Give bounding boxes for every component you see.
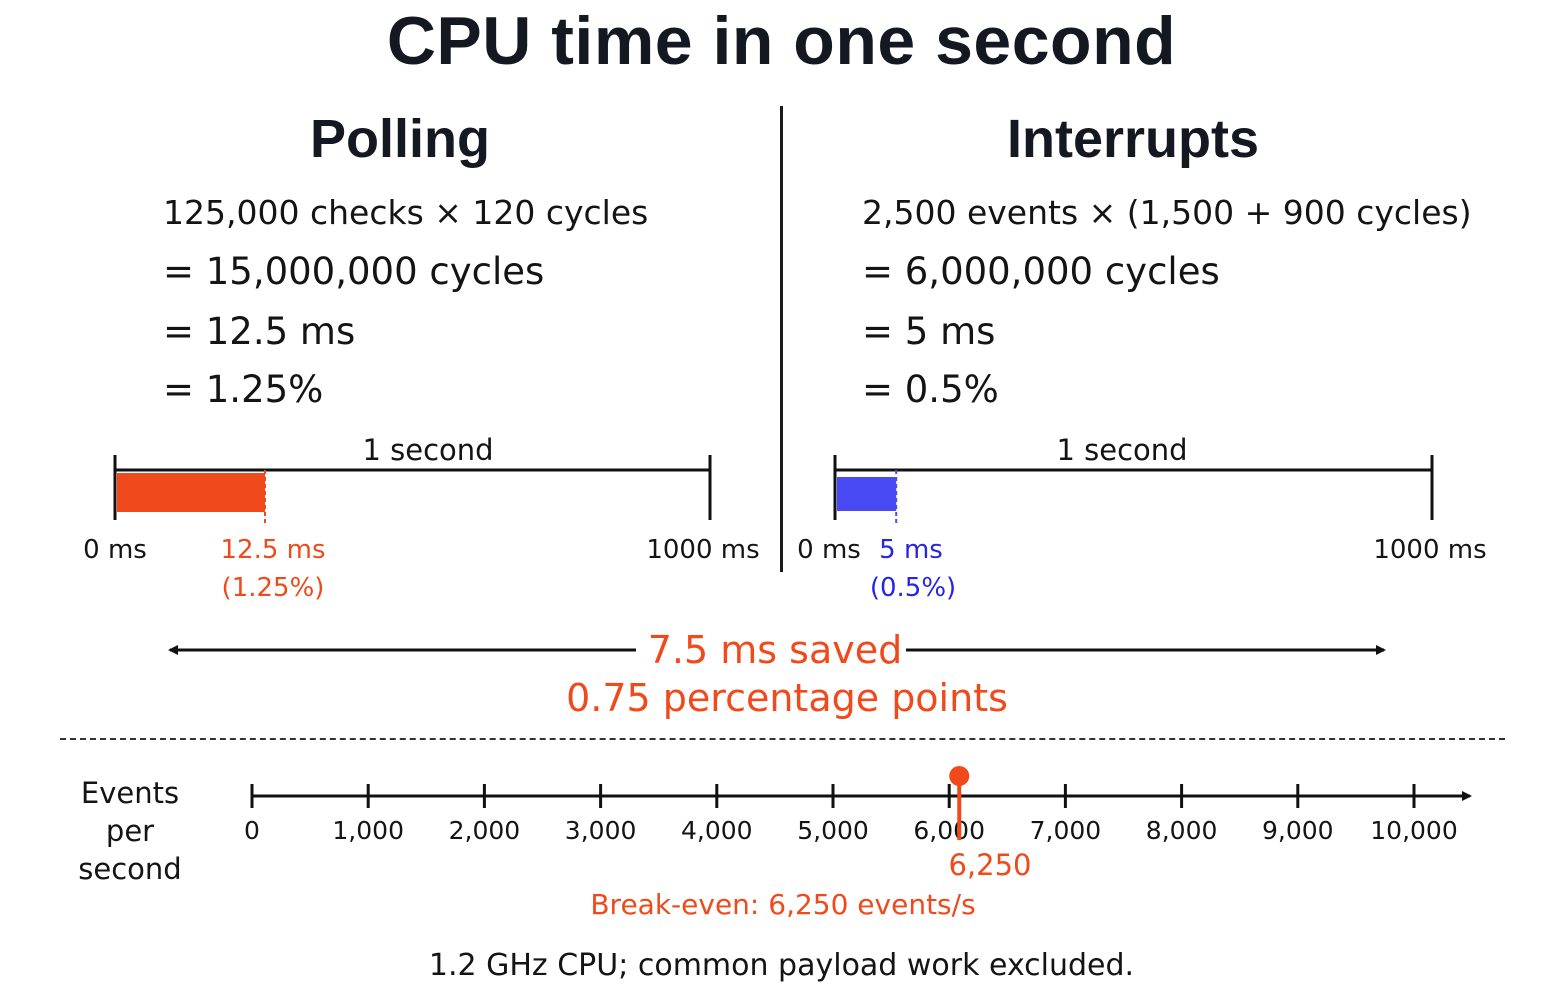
events-axis-ticks bbox=[250, 784, 1416, 808]
events-axis-tick-label: 1,000 bbox=[332, 816, 404, 845]
savings-points-label: 0.75 percentage points bbox=[566, 676, 1008, 720]
interrupts-percent-label: (0.5%) bbox=[869, 573, 957, 603]
events-axis-tick-label: 8,000 bbox=[1145, 816, 1218, 845]
column-divider bbox=[780, 106, 783, 572]
interrupts-formula-line-3: = 5 ms bbox=[862, 310, 996, 353]
interrupts-timeline-start-label: 0 ms bbox=[797, 535, 861, 565]
events-axis-tick-label: 9,000 bbox=[1262, 816, 1334, 845]
polling-formula-line-1: 125,000 checks × 120 cycles bbox=[163, 193, 649, 232]
events-axis-tick-label: 4,000 bbox=[681, 816, 753, 845]
events-axis-title-line-2: per second bbox=[78, 814, 182, 886]
events-axis-title: Events per second bbox=[50, 774, 210, 888]
polling-timeline-start-label: 0 ms bbox=[83, 535, 147, 565]
break-even-label: Break-even: 6,250 events/s bbox=[590, 888, 976, 921]
events-axis-tick-label: 3,000 bbox=[564, 816, 637, 845]
interrupts-formula-line-1: 2,500 events × (1,500 + 900 cycles) bbox=[862, 193, 1472, 232]
polling-percent-label: (1.25%) bbox=[221, 573, 325, 603]
polling-timeline-end-label: 1000 ms bbox=[646, 535, 760, 565]
interrupts-value-label: 5 ms bbox=[879, 535, 943, 565]
break-even-marker-dot bbox=[949, 766, 970, 786]
polling-usage-bar bbox=[117, 473, 265, 512]
page-title: CPU time in one second bbox=[386, 3, 1177, 79]
section-separator bbox=[60, 738, 1505, 740]
interrupts-timeline-end-label: 1000 ms bbox=[1373, 535, 1487, 565]
polling-formula-line-4: = 1.25% bbox=[163, 368, 324, 411]
polling-formula-line-2: = 15,000,000 cycles bbox=[163, 250, 545, 293]
interrupts-formula-line-4: = 0.5% bbox=[862, 368, 999, 411]
polling-value-label: 12.5 ms bbox=[220, 535, 326, 565]
events-axis-tick-label: 6,000 bbox=[913, 816, 985, 845]
savings-ms-label: 7.5 ms saved bbox=[647, 628, 903, 672]
events-axis-title-line-1: Events bbox=[80, 776, 180, 810]
break-even-value-label: 6,250 bbox=[948, 848, 1032, 882]
polling-heading: Polling bbox=[310, 109, 490, 169]
polling-formula-line-3: = 12.5 ms bbox=[163, 310, 356, 353]
footnote: 1.2 GHz CPU; common payload work exclude… bbox=[428, 948, 1135, 983]
events-axis-tick-label: 0 bbox=[244, 816, 260, 845]
events-axis-tick-label: 2,000 bbox=[448, 816, 521, 845]
events-axis-tick-label: 5,000 bbox=[797, 816, 869, 845]
events-axis-tick-label: 7,000 bbox=[1029, 816, 1102, 845]
interrupts-timeline-label: 1 second bbox=[1056, 433, 1188, 467]
interrupts-usage-bar bbox=[837, 477, 897, 511]
interrupts-heading: Interrupts bbox=[1006, 109, 1260, 169]
events-axis-tick-label: 10,000 bbox=[1370, 816, 1458, 845]
polling-timeline-label: 1 second bbox=[362, 433, 494, 467]
interrupts-formula-line-2: = 6,000,000 cycles bbox=[862, 250, 1220, 293]
